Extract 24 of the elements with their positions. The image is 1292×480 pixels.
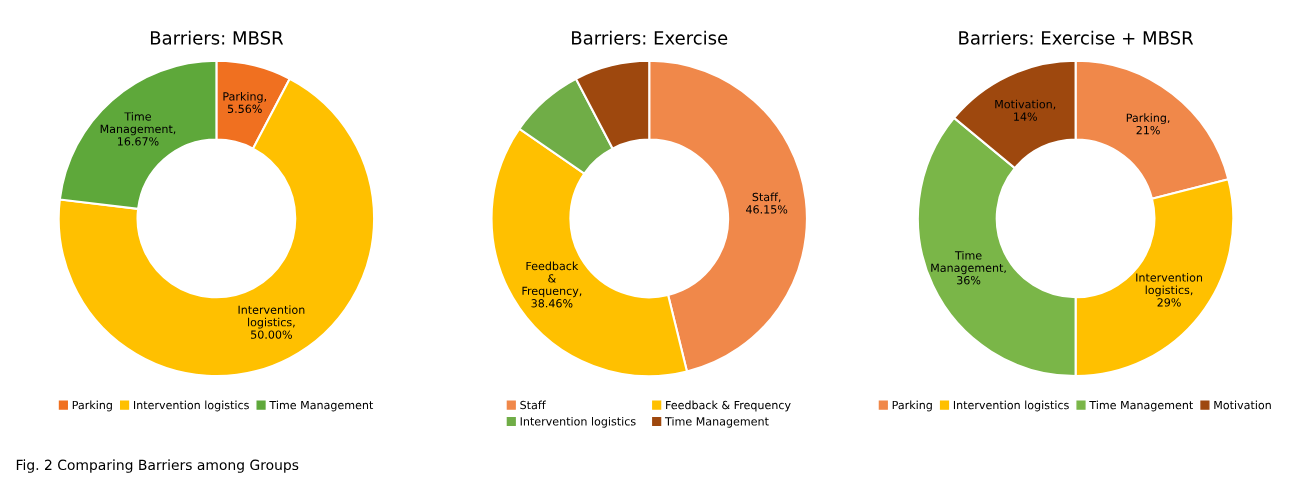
legend-label: Intervention logistics [520,416,636,428]
data-label: Time Management, 36% [931,250,1006,285]
data-label: Time Management, 16.67% [100,112,176,146]
data-label: Parking, 21% [1126,113,1170,135]
data-label: Staff, 46.15% [746,192,788,214]
data-label: Feedback & Frequency, 38.46% [522,261,582,308]
legend-label: Intervention logistics [953,400,1069,412]
legend-label: Feedback & Frequency [666,400,791,412]
chart-title: Barriers: Exercise [572,30,728,45]
legend-label: Staff [520,400,546,410]
legend-label: Time Management [1089,400,1193,412]
data-label: Motivation, 14% [995,99,1056,121]
data-label: Intervention logistics, 29% [1136,273,1203,307]
data-label: Intervention logistics, 50.00% [238,305,305,339]
legend-label: Parking [892,400,932,412]
legend-label: Time Management [664,416,769,428]
legend-label: Motivation [1214,400,1271,410]
legend-label: Parking [72,400,112,412]
legend-label: Intervention logistics [134,400,249,412]
data-label: Parking, 5.56% [223,91,267,113]
chart-title: Barriers: MBSR [150,30,284,45]
caption: Fig. 2 Comparing Barriers among Groups [16,459,299,473]
legend-label: Time Management [269,400,374,412]
chart-title: Barriers: Exercise + MBSR [959,30,1194,45]
